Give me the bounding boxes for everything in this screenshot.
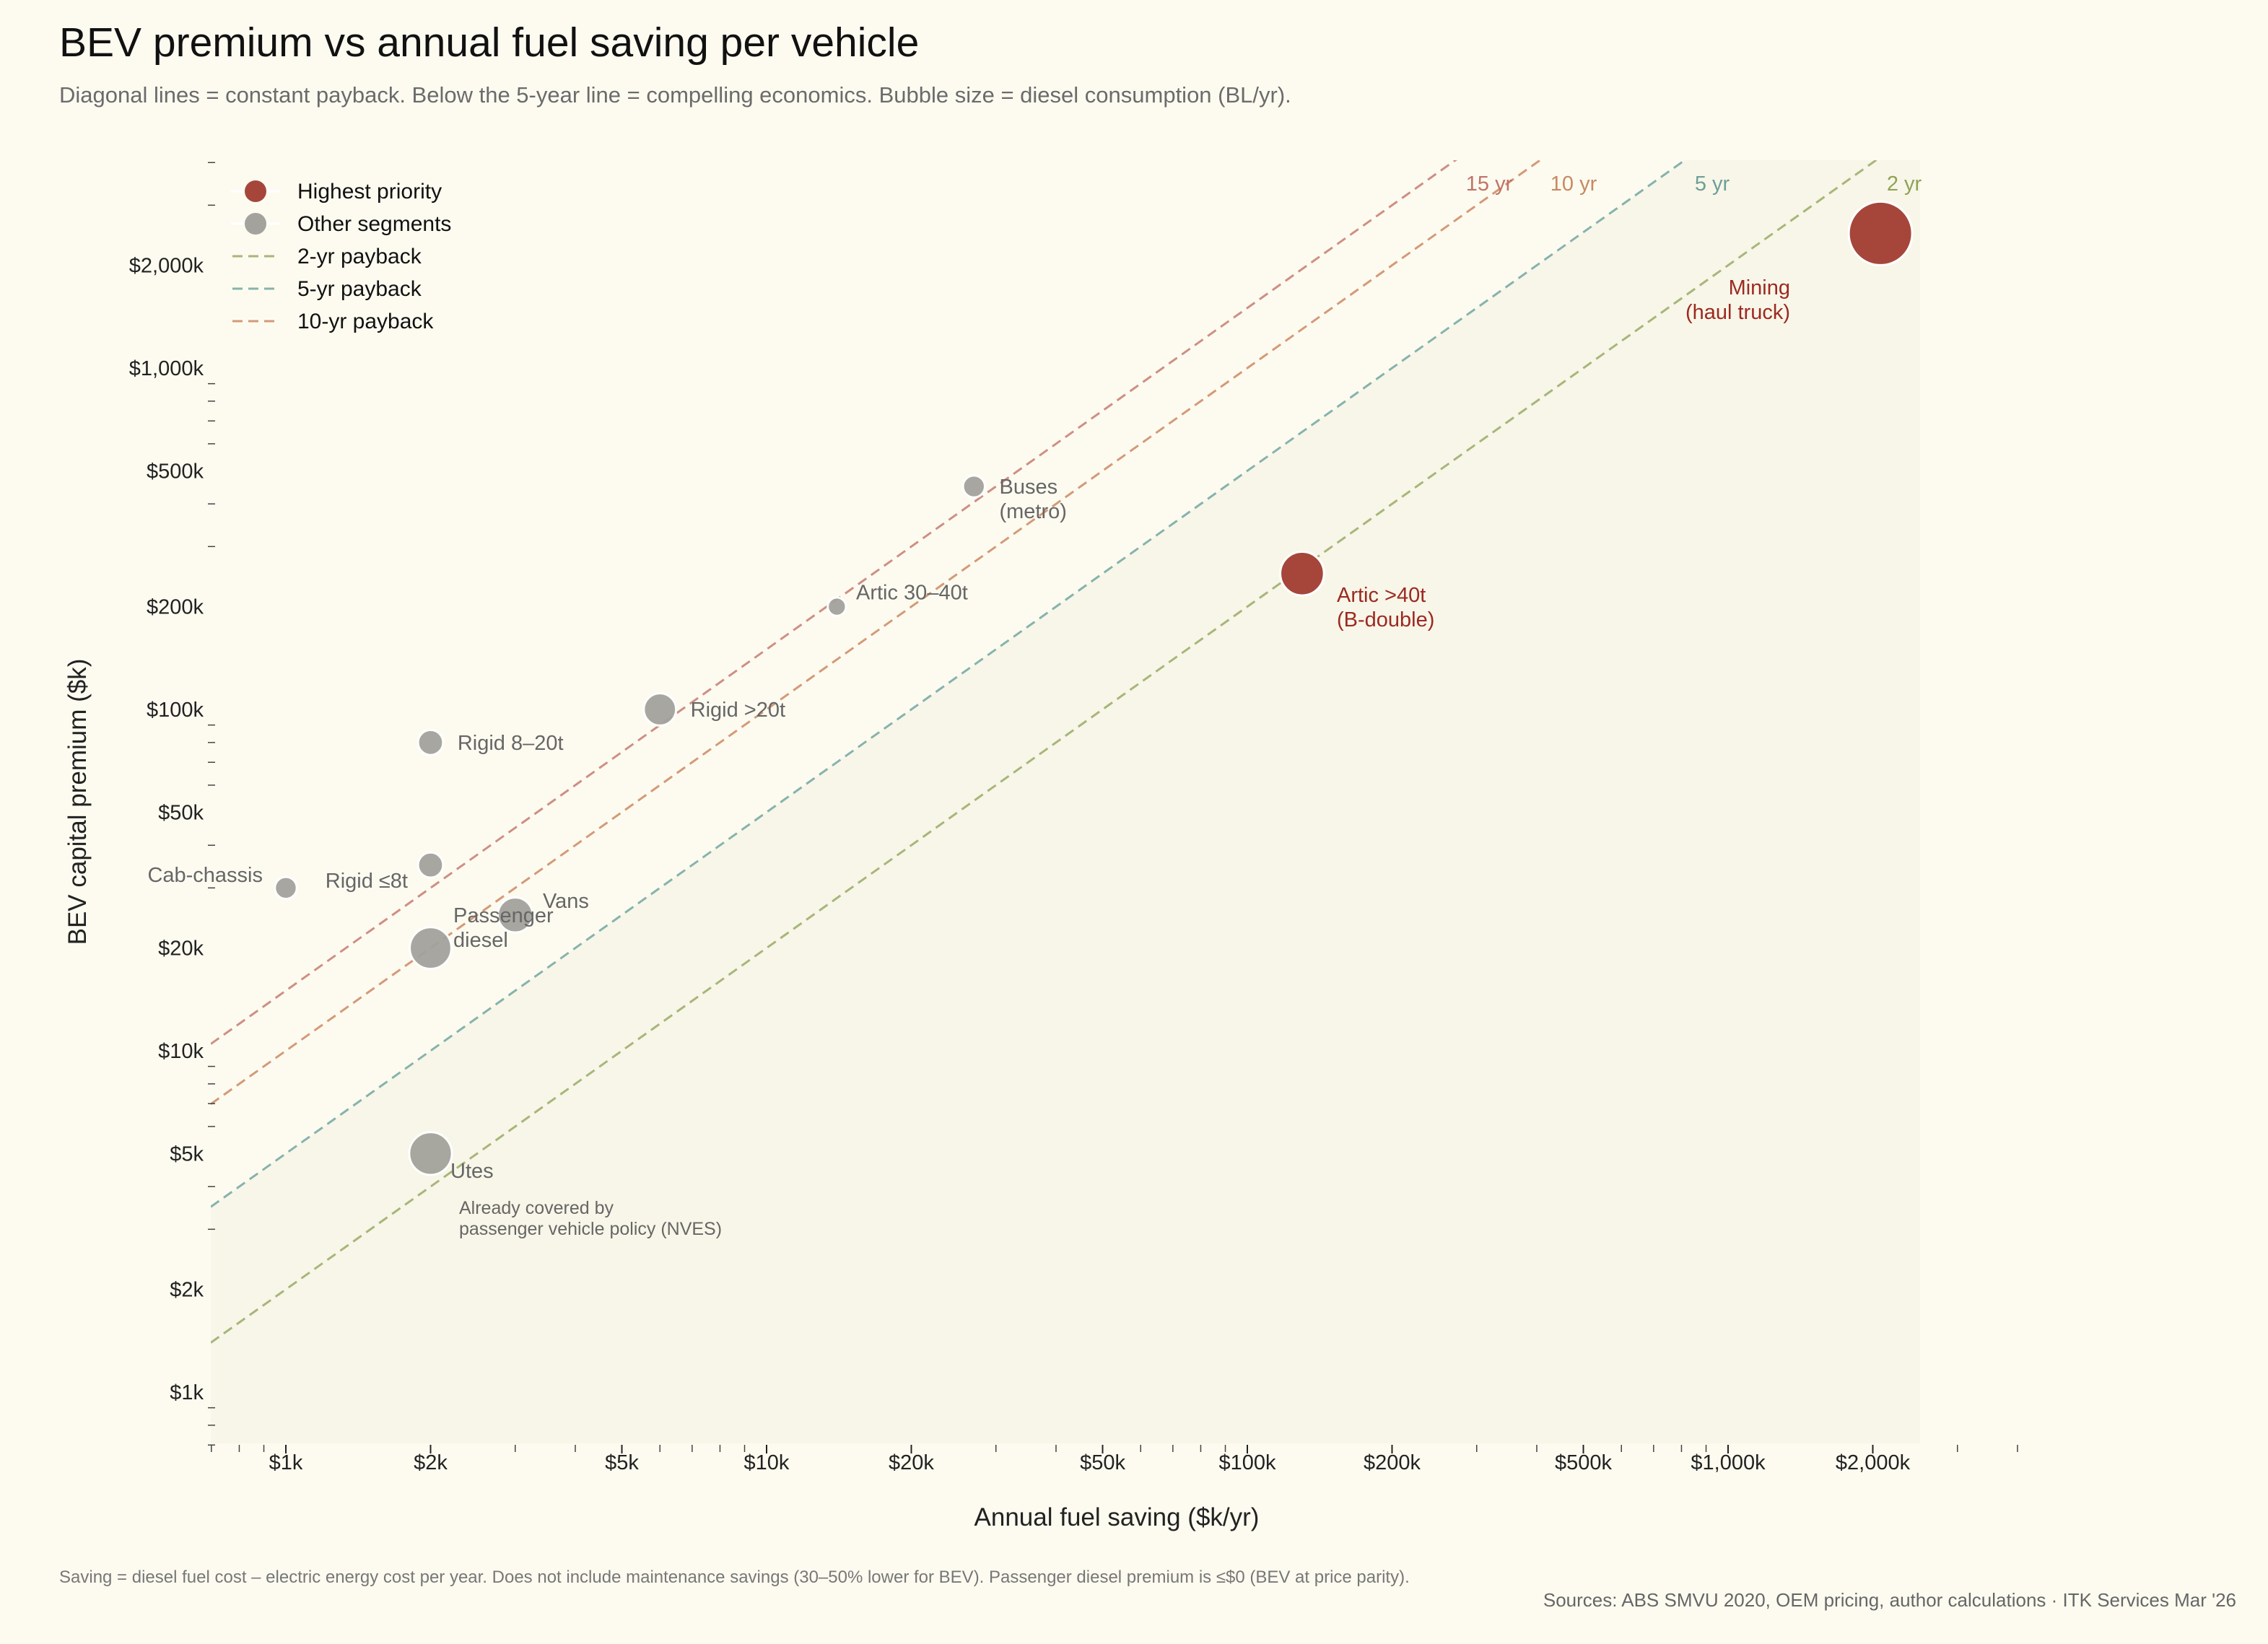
data-point-10[interactable] (408, 1131, 453, 1176)
data-point-label: Rigid ≤8t (326, 870, 408, 893)
payback-label-5yr: 5 yr (1695, 172, 1730, 196)
data-point-label: Cab-chassis (147, 864, 263, 887)
legend-label: Highest priority (297, 180, 442, 204)
payback-line-15yr (211, 160, 1457, 1045)
data-point-label: Artic 30–40t (856, 582, 968, 605)
data-point-label: Buses (metro) (999, 476, 1066, 523)
data-point-label: Artic >40t (B-double) (1337, 584, 1434, 631)
x-tick-label: $200k (1364, 1451, 1421, 1474)
payback-label-2yr: 2 yr (1887, 172, 1922, 196)
data-point-label: Mining (haul truck) (1685, 276, 1790, 324)
legend-item-other-segments[interactable]: Other segments (231, 212, 451, 236)
x-tick-label: $1,000k (1691, 1451, 1766, 1474)
legend-item-highest-priority[interactable]: Highest priority (231, 180, 442, 204)
y-tick-label: $500k (147, 460, 204, 483)
payback-line-2yr (211, 160, 1878, 1344)
data-point-7[interactable] (274, 875, 298, 901)
y-tick-label: $20k (158, 937, 204, 961)
x-tick-label: $500k (1555, 1451, 1613, 1474)
payback-line-10yr (211, 160, 1543, 1106)
legend-marker-icon (245, 213, 266, 235)
annotation-nves: Already covered by passenger vehicle poli… (459, 1198, 722, 1239)
legend: Highest priority Other segments 2-yr payba… (231, 180, 451, 333)
data-point-9[interactable] (409, 926, 453, 970)
legend-marker-icon (245, 180, 266, 202)
payback-line-5yr (211, 160, 1687, 1208)
shaded-region-below-5yr (211, 160, 1920, 1443)
y-tick-label: $10k (158, 1040, 204, 1063)
legend-label: Other segments (297, 212, 451, 236)
x-axis-title: Annual fuel saving ($k/yr) (974, 1503, 1260, 1531)
x-tick-label: $100k (1218, 1451, 1276, 1474)
data-point-1[interactable] (1279, 550, 1325, 597)
data-point-5[interactable] (416, 728, 445, 756)
y-tick-label: $100k (147, 699, 204, 722)
y-tick-label: $2,000k (129, 255, 204, 278)
data-point-label: Rigid >20t (691, 699, 785, 722)
payback-label-10yr: 10 yr (1550, 172, 1597, 196)
legend-item-5-yr-payback[interactable]: 5-yr payback (232, 277, 422, 301)
data-point-label: Passenger diesel (453, 904, 554, 952)
x-tick-label: $20k (889, 1451, 934, 1474)
x-tick-label: $10k (744, 1451, 790, 1474)
y-tick-label: $2k (170, 1279, 204, 1302)
x-tick-label: $2k (414, 1451, 448, 1474)
x-tick-label: $2,000k (1836, 1451, 1911, 1474)
y-tick-label: $50k (158, 801, 204, 824)
data-point-6[interactable] (416, 851, 445, 879)
legend-label: 10-yr payback (297, 310, 434, 333)
data-point-3[interactable] (826, 596, 847, 617)
data-point-8[interactable] (497, 896, 534, 934)
data-point-label: Vans (543, 890, 589, 913)
legend-item-10-yr-payback[interactable]: 10-yr payback (232, 310, 434, 333)
x-tick-label: $5k (605, 1451, 639, 1474)
data-point-label: Utes (450, 1160, 494, 1183)
chart-title: BEV premium vs annual fuel saving per ve… (59, 19, 920, 66)
sources-credit: Sources: ABS SMVU 2020, OEM pricing, aut… (1543, 1589, 2236, 1611)
data-point-0[interactable] (1847, 200, 1914, 266)
y-axis-title: BEV capital premium ($k) (64, 659, 92, 945)
chart-subtitle: Diagonal lines = constant payback. Below… (59, 82, 1291, 108)
y-tick-label: $1k (170, 1381, 204, 1404)
y-tick-label: $200k (147, 596, 204, 619)
data-point-4[interactable] (642, 692, 678, 727)
y-tick-label: $1,000k (129, 357, 204, 380)
data-point-2[interactable] (961, 474, 986, 499)
x-tick-label: $50k (1080, 1451, 1125, 1474)
x-tick-label: $1k (269, 1451, 303, 1474)
legend-label: 2-yr payback (297, 245, 422, 268)
data-point-label: Rigid 8–20t (458, 732, 564, 755)
payback-label-15yr: 15 yr (1466, 172, 1513, 196)
legend-item-2-yr-payback[interactable]: 2-yr payback (232, 245, 422, 268)
y-tick-label: $5k (170, 1142, 204, 1166)
footnote: Saving = diesel fuel cost – electric ene… (59, 1568, 1410, 1587)
legend-label: 5-yr payback (297, 277, 422, 301)
